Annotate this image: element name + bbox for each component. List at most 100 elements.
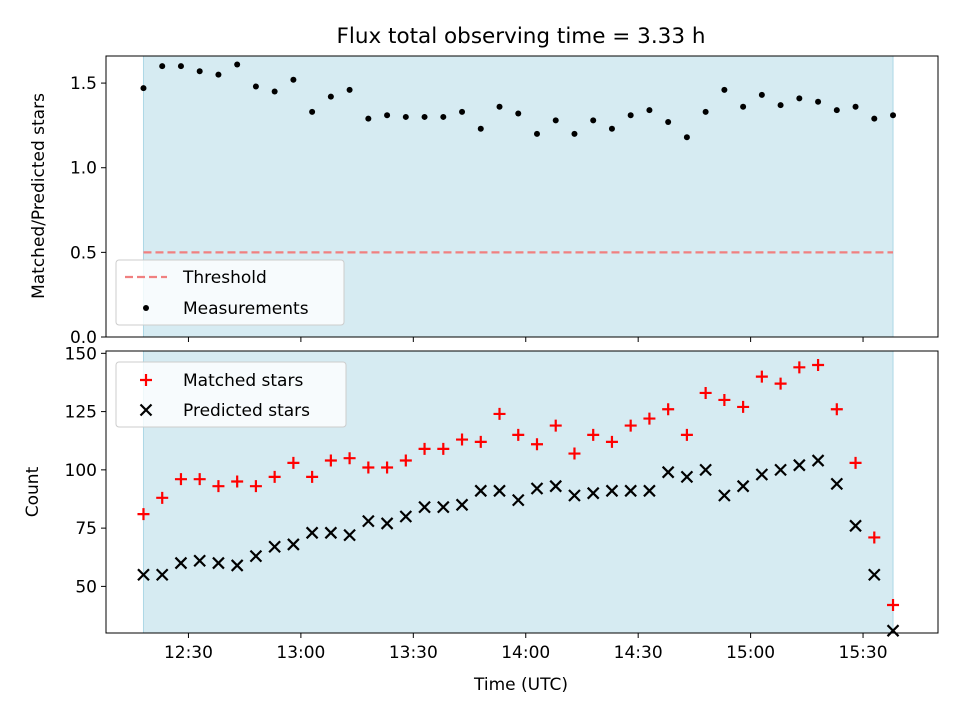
measurement-point bbox=[477, 125, 484, 132]
ratio-y-tick-label: 0.5 bbox=[70, 243, 97, 263]
matched-star-point bbox=[249, 480, 262, 493]
matched-star-point bbox=[418, 442, 431, 455]
matched-star-point bbox=[587, 428, 600, 441]
measurement-point bbox=[833, 107, 840, 114]
predicted-star-point bbox=[137, 568, 150, 582]
measurement-point bbox=[365, 115, 372, 122]
matched-star-point bbox=[137, 508, 150, 521]
count-y-tick-label: 150 bbox=[65, 344, 97, 364]
measurement-point bbox=[215, 71, 222, 78]
measurement-point bbox=[346, 86, 353, 93]
measurement-point bbox=[533, 130, 540, 137]
matched-star-point bbox=[474, 435, 487, 448]
predicted-star-point bbox=[699, 463, 712, 477]
legend-measurement-label: Measurements bbox=[183, 299, 309, 319]
matched-star-point bbox=[512, 428, 525, 441]
matched-star-point bbox=[868, 531, 881, 544]
predicted-star-point bbox=[324, 526, 338, 540]
measurement-point bbox=[159, 63, 166, 70]
predicted-star-point bbox=[437, 500, 450, 514]
matched-star-point bbox=[830, 403, 843, 416]
x-tick-label: 14:30 bbox=[614, 643, 663, 663]
matched-star-point bbox=[774, 377, 787, 390]
predicted-star-point bbox=[455, 498, 469, 512]
legend-predicted-label: Predicted stars bbox=[183, 401, 310, 421]
measurement-point bbox=[721, 86, 728, 93]
predicted-star-point bbox=[793, 458, 806, 472]
predicted-star-point bbox=[886, 624, 900, 637]
x-tick-label: 14:00 bbox=[501, 643, 550, 663]
predicted-star-point bbox=[418, 500, 431, 514]
predicted-star-point bbox=[680, 470, 694, 484]
x-tick-label: 15:30 bbox=[839, 643, 888, 663]
legend-measurement-swatch bbox=[143, 305, 149, 311]
matched-star-point bbox=[718, 393, 731, 406]
predicted-star-point bbox=[249, 549, 263, 563]
matched-star-point bbox=[493, 407, 506, 420]
predicted-star-point bbox=[849, 519, 862, 533]
measurement-point bbox=[384, 112, 391, 119]
predicted-star-point bbox=[287, 538, 300, 551]
x-tick-label: 12:30 bbox=[164, 643, 213, 663]
matched-star-point bbox=[324, 454, 337, 467]
measurement-point bbox=[402, 113, 409, 120]
measurement-point bbox=[515, 110, 522, 117]
matched-star-point bbox=[849, 456, 862, 469]
measurement-point bbox=[683, 134, 690, 141]
legend-predicted-swatch bbox=[139, 403, 153, 417]
predicted-star-point bbox=[493, 484, 506, 498]
measurement-point bbox=[327, 93, 334, 100]
measurement-point bbox=[177, 63, 184, 70]
matched-star-point bbox=[605, 435, 618, 448]
measurement-point bbox=[571, 130, 578, 137]
matched-star-point bbox=[306, 470, 319, 483]
predicted-star-point bbox=[399, 510, 413, 523]
matched-star-point bbox=[381, 461, 394, 474]
measurement-point bbox=[871, 115, 878, 122]
matched-star-point bbox=[812, 358, 825, 371]
x-tick-label: 13:30 bbox=[389, 643, 438, 663]
measurement-point bbox=[815, 98, 822, 105]
predicted-star-point bbox=[474, 484, 488, 498]
predicted-star-point bbox=[230, 559, 244, 572]
matched-star-point bbox=[287, 456, 300, 469]
measurement-point bbox=[758, 91, 765, 98]
legend-threshold-label: Threshold bbox=[182, 268, 267, 288]
measurement-point bbox=[271, 88, 278, 95]
matched-star-point bbox=[887, 599, 900, 612]
measurement-point bbox=[140, 85, 147, 92]
count-y-axis-label: Count bbox=[23, 466, 43, 517]
measurement-point bbox=[890, 112, 897, 119]
predicted-star-point bbox=[755, 468, 769, 481]
measurement-point bbox=[252, 83, 259, 90]
matched-star-point bbox=[193, 473, 206, 486]
predicted-star-point bbox=[586, 486, 600, 500]
measurement-point bbox=[665, 119, 672, 126]
predicted-star-point bbox=[661, 465, 675, 479]
count-y-tick-label: 50 bbox=[75, 577, 97, 597]
ratio-panel: 0.0 0.5 1.0 1.5 Threshold Measurements bbox=[70, 55, 939, 348]
matched-star-point bbox=[399, 454, 412, 467]
matched-star-point bbox=[530, 438, 543, 451]
legend-matched-swatch bbox=[140, 374, 152, 386]
predicted-star-point bbox=[605, 484, 619, 498]
predicted-star-point bbox=[380, 517, 394, 530]
measurement-point bbox=[421, 113, 428, 120]
measurement-point bbox=[590, 117, 597, 124]
matched-star-point bbox=[699, 386, 712, 399]
predicted-star-point bbox=[268, 540, 281, 554]
measurement-point bbox=[196, 68, 203, 75]
matched-star-point bbox=[568, 447, 581, 460]
matched-star-point bbox=[362, 461, 375, 474]
x-tick-label: 13:00 bbox=[276, 643, 325, 663]
count-y-tick-label: 125 bbox=[65, 403, 97, 423]
predicted-star-point bbox=[830, 477, 844, 491]
predicted-star-point bbox=[718, 489, 731, 502]
chart-title: Flux total observing time = 3.33 h bbox=[337, 24, 706, 49]
ratio-axes-frame bbox=[105, 55, 939, 338]
measurement-point bbox=[777, 102, 784, 109]
count-y-tick-label: 100 bbox=[65, 461, 97, 481]
predicted-star-point bbox=[774, 463, 787, 477]
measurement-point bbox=[702, 108, 709, 115]
measurement-point bbox=[440, 113, 447, 120]
